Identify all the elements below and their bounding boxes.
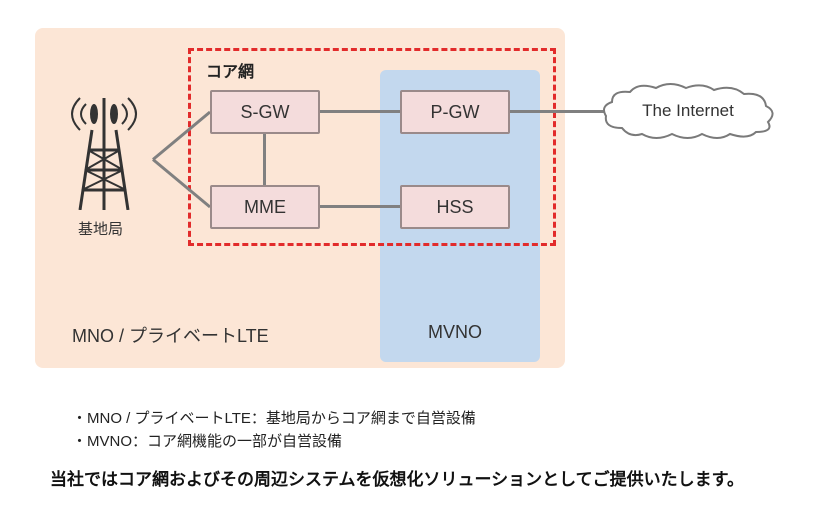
node-mme-label: MME — [244, 197, 286, 218]
node-hss: HSS — [400, 185, 510, 229]
edge — [320, 205, 400, 208]
bullet-list: ・MNO / プライベートLTE：基地局からコア網まで自営設備 ・MVNO：コア… — [72, 408, 476, 453]
bullet-1: ・MNO / プライベートLTE：基地局からコア網まで自営設備 — [72, 408, 476, 431]
internet-cloud: The Internet — [598, 82, 778, 140]
core-network-label: コア網 — [206, 58, 254, 82]
node-pgw-label: P-GW — [431, 102, 480, 123]
node-sgw-label: S-GW — [241, 102, 290, 123]
node-mme: MME — [210, 185, 320, 229]
edge — [320, 110, 400, 113]
diagram-canvas: コア網 S-GW P-GW MME HSS 基地局 The Internet M… — [0, 0, 840, 516]
mvno-label: MVNO — [428, 322, 482, 343]
node-pgw: P-GW — [400, 90, 510, 134]
internet-cloud-label: The Internet — [598, 82, 778, 140]
base-station-icon — [68, 92, 140, 210]
edge — [263, 134, 266, 185]
mno-label: MNO / プライベートLTE — [72, 322, 269, 348]
headline-text: 当社ではコア網およびその周辺システムを仮想化ソリューションとしてご提供いたします… — [50, 465, 744, 490]
edge — [510, 110, 610, 113]
node-sgw: S-GW — [210, 90, 320, 134]
node-hss-label: HSS — [436, 197, 473, 218]
base-station-label: 基地局 — [78, 218, 123, 239]
bullet-2: ・MVNO：コア網機能の一部が自営設備 — [72, 431, 476, 454]
